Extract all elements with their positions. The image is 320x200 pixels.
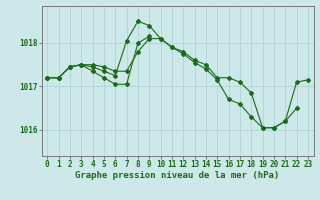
X-axis label: Graphe pression niveau de la mer (hPa): Graphe pression niveau de la mer (hPa): [76, 171, 280, 180]
